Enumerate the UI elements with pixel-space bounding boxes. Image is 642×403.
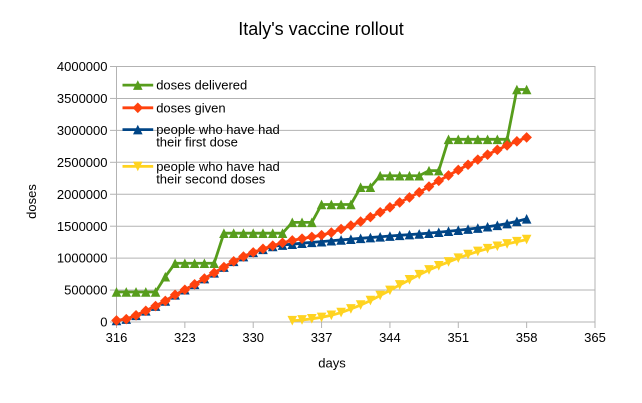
svg-text:500000: 500000 <box>64 283 107 298</box>
svg-text:people who have had: people who have had <box>156 159 280 174</box>
svg-text:doses given: doses given <box>156 100 225 115</box>
svg-text:1000000: 1000000 <box>57 251 108 266</box>
svg-text:351: 351 <box>447 330 469 345</box>
svg-text:358: 358 <box>516 330 538 345</box>
svg-text:1500000: 1500000 <box>57 219 108 234</box>
svg-text:their first dose: their first dose <box>156 135 238 150</box>
svg-text:0: 0 <box>100 315 107 330</box>
svg-text:316: 316 <box>106 330 128 345</box>
svg-text:4000000: 4000000 <box>57 59 108 74</box>
svg-text:365: 365 <box>584 330 606 345</box>
svg-text:people who have had: people who have had <box>156 122 280 137</box>
svg-text:2500000: 2500000 <box>57 155 108 170</box>
svg-text:2000000: 2000000 <box>57 187 108 202</box>
svg-text:323: 323 <box>174 330 196 345</box>
svg-text:their second doses: their second doses <box>156 171 266 186</box>
svg-text:doses: doses <box>24 184 39 219</box>
svg-text:days: days <box>318 356 346 371</box>
svg-text:337: 337 <box>311 330 333 345</box>
svg-text:doses delivered: doses delivered <box>156 78 247 93</box>
svg-text:330: 330 <box>242 330 264 345</box>
svg-text:3000000: 3000000 <box>57 123 108 138</box>
svg-text:344: 344 <box>379 330 401 345</box>
svg-text:Italy's vaccine rollout: Italy's vaccine rollout <box>238 19 404 39</box>
svg-text:3500000: 3500000 <box>57 91 108 106</box>
